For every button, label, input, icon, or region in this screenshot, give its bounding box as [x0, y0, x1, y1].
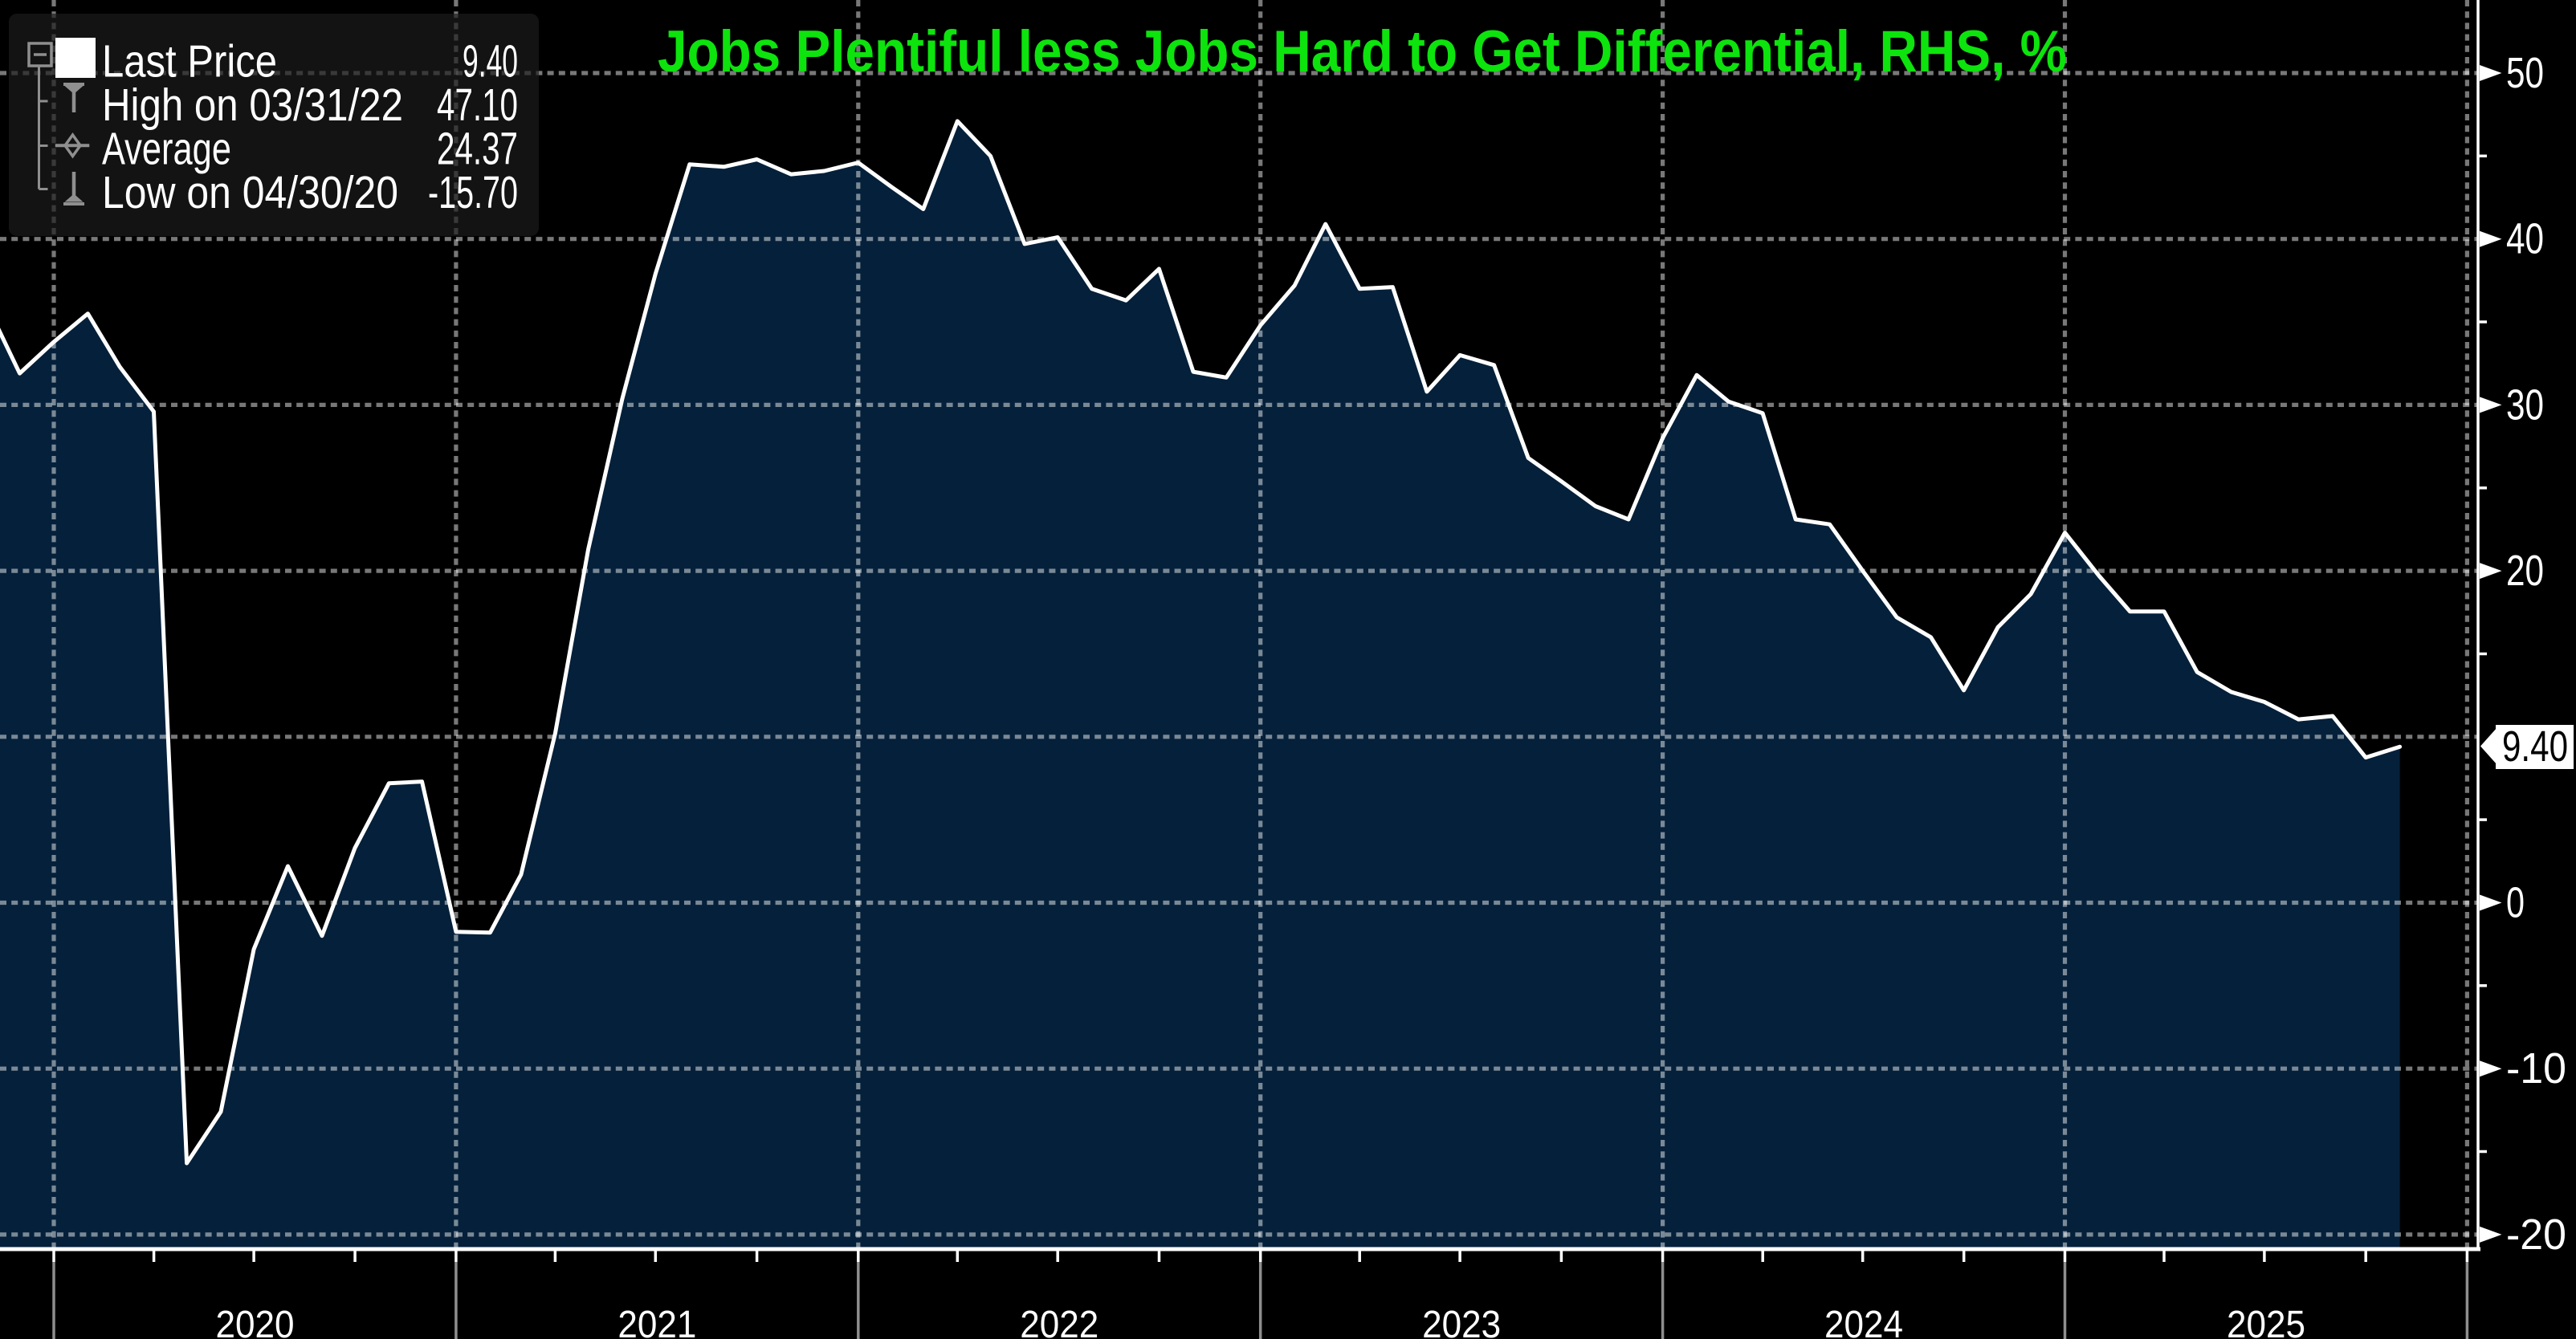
svg-text:-15.70: -15.70: [428, 167, 518, 218]
svg-text:High on 03/31/22: High on 03/31/22: [102, 79, 403, 131]
svg-text:2025: 2025: [2227, 1304, 2305, 1339]
svg-text:Jobs Plentiful less Jobs Hard: Jobs Plentiful less Jobs Hard to Get Dif…: [658, 19, 2067, 84]
svg-text:47.10: 47.10: [437, 79, 518, 131]
svg-text:2021: 2021: [618, 1304, 696, 1339]
svg-text:24.37: 24.37: [437, 124, 518, 175]
svg-text:Low on 04/30/20: Low on 04/30/20: [102, 167, 398, 218]
svg-text:50: 50: [2506, 49, 2544, 97]
svg-text:9.40: 9.40: [463, 36, 518, 88]
svg-text:20: 20: [2506, 547, 2544, 595]
svg-text:2022: 2022: [1020, 1304, 1098, 1339]
svg-text:0: 0: [2506, 879, 2525, 927]
svg-text:Last Price: Last Price: [102, 36, 277, 88]
svg-text:30: 30: [2506, 381, 2544, 429]
svg-text:Average: Average: [102, 124, 231, 175]
svg-text:2023: 2023: [1422, 1304, 1501, 1339]
svg-text:2024: 2024: [1824, 1304, 1903, 1339]
svg-text:9.40: 9.40: [2502, 722, 2568, 771]
svg-text:40: 40: [2506, 215, 2544, 263]
svg-text:2020: 2020: [215, 1304, 294, 1339]
svg-text:-20: -20: [2506, 1211, 2566, 1259]
svg-text:-10: -10: [2506, 1044, 2566, 1093]
